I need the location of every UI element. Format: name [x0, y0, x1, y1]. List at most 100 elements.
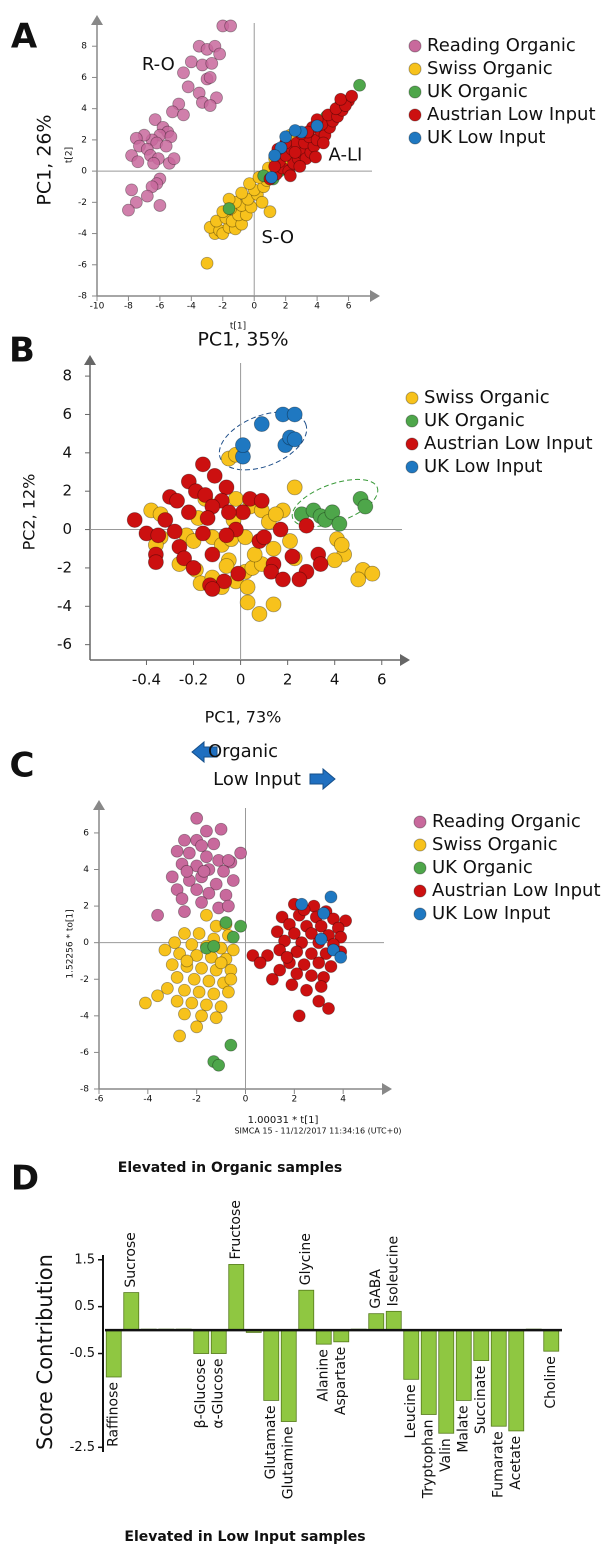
point	[286, 479, 303, 496]
y-tick-label: -0.5	[70, 1346, 95, 1361]
point	[222, 985, 235, 999]
point	[290, 967, 304, 981]
y-tick-label: -2	[78, 198, 87, 208]
legend-label: Austrian Low Input	[424, 433, 593, 454]
point	[235, 437, 251, 454]
point	[222, 899, 235, 913]
y-tick-label: 0	[83, 938, 89, 948]
point	[261, 949, 274, 962]
point	[218, 527, 235, 544]
legend-label: Austrian Low Input	[427, 104, 596, 125]
x-tick-label: 2	[283, 671, 293, 689]
x-tick-label: -4	[187, 302, 196, 312]
point	[297, 958, 311, 972]
point	[129, 195, 143, 209]
point	[190, 811, 204, 825]
point	[226, 874, 240, 887]
point	[216, 573, 233, 590]
point	[275, 571, 291, 588]
y-tick-label: 0	[62, 520, 72, 538]
x-tick-label: 4	[314, 302, 320, 312]
point	[310, 119, 324, 133]
point	[178, 927, 191, 940]
x-tick-label: -2	[192, 1095, 201, 1105]
bar	[543, 1329, 560, 1352]
point	[177, 66, 190, 80]
point	[169, 492, 185, 509]
y-tick-label: -2	[57, 558, 72, 576]
point	[309, 150, 322, 164]
x-label: 1.00031 * t[1]	[248, 1115, 319, 1126]
category-label: Succinate	[473, 1366, 489, 1435]
point	[214, 956, 228, 970]
point	[316, 136, 330, 150]
point	[192, 927, 206, 940]
point	[140, 189, 154, 203]
point	[213, 47, 227, 61]
point	[298, 517, 315, 534]
point	[150, 527, 167, 544]
point	[178, 1007, 191, 1021]
legend-marker	[405, 391, 419, 405]
x-label: PC1, 35%	[197, 329, 288, 351]
bar	[368, 1313, 385, 1331]
legend-label: Swiss Organic	[424, 387, 550, 408]
point	[300, 983, 313, 997]
point	[288, 124, 302, 137]
arrow-right	[309, 767, 336, 791]
point	[357, 498, 374, 515]
x-tick-label: -8	[124, 302, 133, 312]
legend-marker	[413, 884, 427, 898]
category-label: Leucine	[403, 1384, 419, 1438]
point	[197, 487, 214, 503]
bar	[403, 1329, 420, 1380]
category-label: Aspartate	[333, 1347, 349, 1415]
point	[263, 205, 277, 219]
point	[206, 467, 223, 484]
y-tick-label: 4	[62, 443, 72, 461]
point	[197, 864, 211, 878]
legend-label: Swiss Organic	[432, 834, 558, 855]
legend-marker	[408, 108, 422, 122]
bar	[228, 1264, 245, 1331]
point	[312, 956, 326, 970]
point	[333, 537, 350, 553]
bar	[263, 1329, 280, 1401]
y-tick-label: -8	[80, 1085, 89, 1095]
point	[178, 833, 191, 847]
point	[151, 989, 165, 1003]
bar	[473, 1329, 490, 1361]
legend-label: UK Low Input	[432, 903, 550, 924]
point	[290, 945, 304, 959]
point	[195, 839, 208, 853]
point	[268, 149, 282, 162]
point	[203, 71, 217, 84]
bar	[315, 1329, 332, 1345]
y-tick-label: -4	[57, 597, 72, 615]
point	[270, 925, 284, 939]
category-label: β-Glucose	[193, 1359, 209, 1429]
point	[265, 596, 282, 613]
point	[199, 510, 216, 526]
point	[219, 916, 233, 929]
y-tick-label: -2.5	[70, 1440, 95, 1455]
category-label: Sucrose	[123, 1232, 139, 1287]
point	[253, 416, 270, 432]
bar	[333, 1329, 350, 1343]
point	[200, 824, 213, 838]
y-label: Score Contribution	[33, 1254, 57, 1450]
point	[178, 983, 191, 997]
legend-label: UK Organic	[432, 857, 533, 878]
y-tick-label: 4	[83, 865, 89, 875]
annotation: R-O	[142, 54, 175, 75]
legend-label: UK Low Input	[427, 127, 545, 148]
annotation: S-O	[262, 227, 295, 248]
point	[224, 19, 238, 33]
chart-title: Elevated in Organic samples	[118, 1160, 342, 1176]
point	[286, 431, 303, 448]
category-label: Fumarate	[491, 1431, 507, 1498]
point	[334, 930, 348, 944]
point	[314, 980, 328, 993]
point	[275, 910, 289, 924]
legend-marker	[413, 815, 427, 829]
